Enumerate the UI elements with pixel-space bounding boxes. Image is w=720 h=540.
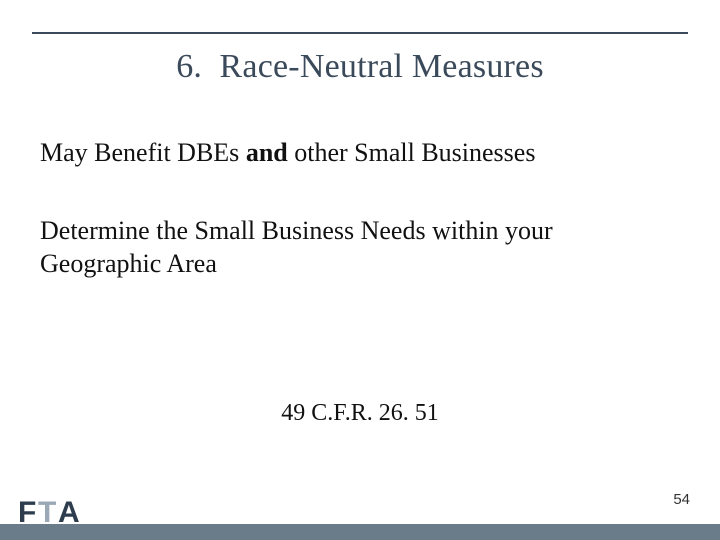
body-line-1-bold: and [246,138,288,167]
title-number: 6. [176,48,202,85]
slide: 6. Race-Neutral Measures May Benefit DBE… [0,0,720,540]
title-divider [32,32,688,34]
title-text: Race-Neutral Measures [220,48,544,85]
body-line-1: May Benefit DBEs and other Small Busines… [40,138,680,168]
body-line-1-part2: other Small Businesses [288,138,536,167]
footer-band [0,524,720,540]
body-line-2: Determine the Small Business Needs withi… [40,215,680,280]
body-line-1-part1: May Benefit DBEs [40,138,246,167]
slide-title: 6. Race-Neutral Measures [0,48,720,86]
cfr-citation: 49 C.F.R. 26. 51 [0,400,720,427]
page-number: 54 [673,491,690,508]
